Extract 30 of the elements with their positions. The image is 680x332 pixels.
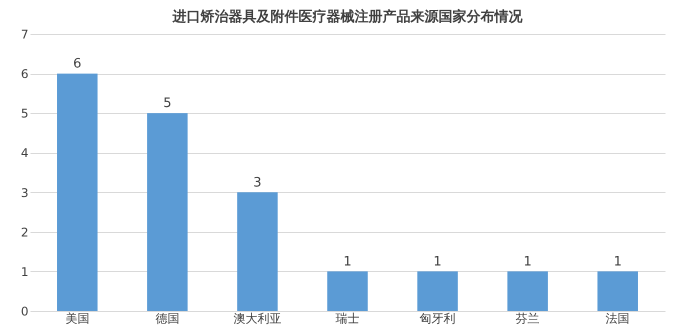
bar — [57, 74, 98, 311]
x-tick-label: 瑞士 — [336, 312, 360, 326]
bar — [327, 271, 368, 311]
data-label: 1 — [343, 254, 352, 270]
x-tick-label: 德国 — [155, 312, 180, 326]
data-label: 1 — [614, 254, 622, 270]
data-label: 1 — [524, 254, 532, 270]
x-tick-label: 匈牙利 — [420, 312, 456, 326]
data-label: 6 — [73, 56, 82, 72]
bar — [147, 113, 188, 311]
data-label: 1 — [433, 254, 442, 270]
x-tick-label: 美国 — [65, 312, 90, 326]
y-tick-label: 2 — [20, 225, 28, 240]
y-tick-label: 3 — [20, 186, 28, 200]
bar — [237, 192, 278, 311]
y-tick-label: 0 — [20, 304, 28, 318]
data-label: 5 — [163, 96, 172, 112]
y-tick-label: 4 — [20, 146, 28, 160]
x-tick-label: 法国 — [606, 312, 630, 326]
y-tick-label: 7 — [20, 28, 28, 42]
x-tick-label: 芬兰 — [516, 312, 540, 326]
y-tick-label: 6 — [20, 67, 28, 82]
bar — [417, 271, 458, 311]
data-label: 3 — [253, 175, 262, 190]
y-tick-label: 5 — [20, 106, 28, 121]
y-tick-label: 1 — [20, 264, 28, 279]
bar — [597, 271, 638, 311]
x-tick-label: 澳大利亚 — [233, 312, 282, 326]
bar — [507, 271, 548, 311]
chart-title: 进口矫治器具及附件医疗器械注册产品来源国家分布情况 — [172, 8, 524, 25]
